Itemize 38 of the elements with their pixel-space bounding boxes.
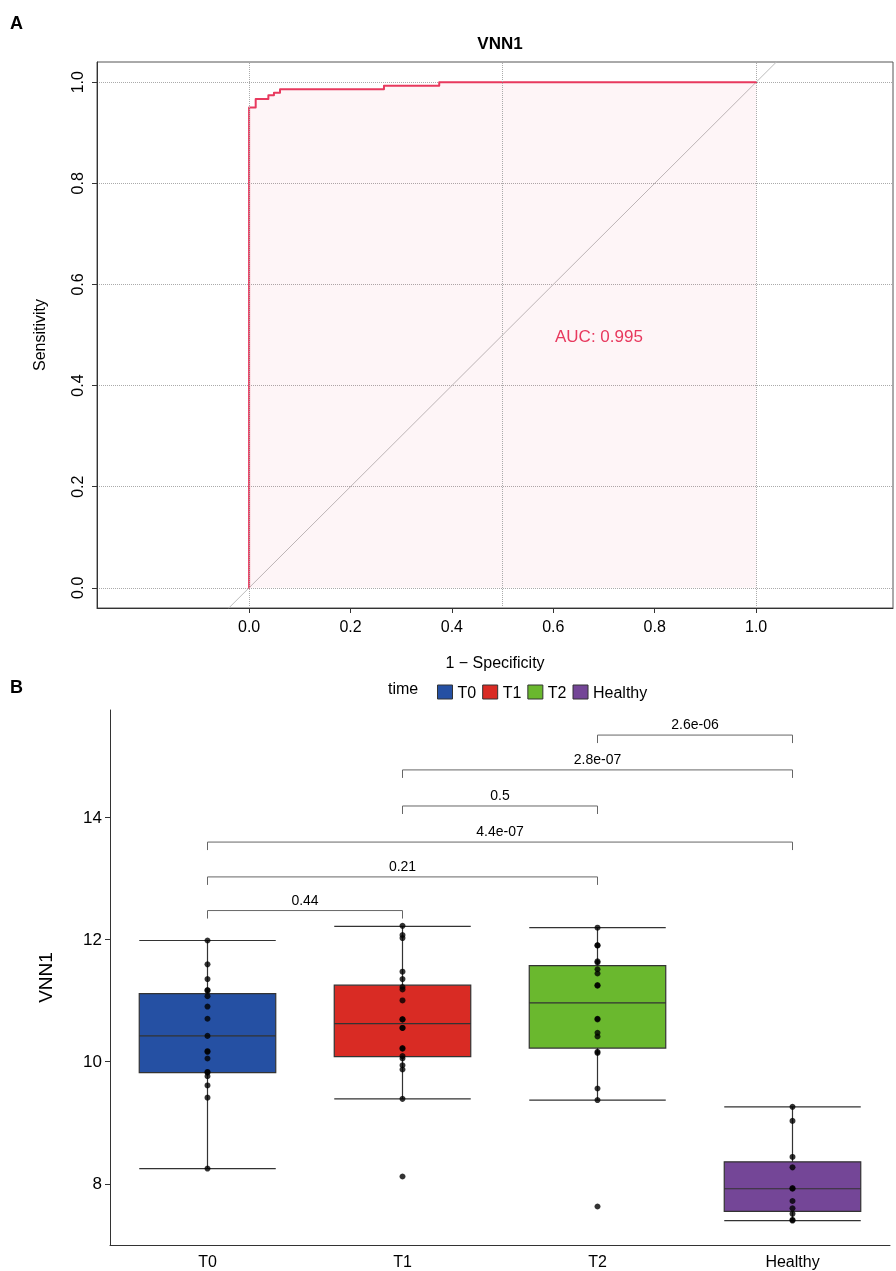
legend-label: T1: [502, 683, 522, 701]
y-tick-label: 8: [92, 1174, 102, 1194]
annotation: 2.6e-06: [671, 716, 719, 733]
annotation: 2.8e-07: [573, 750, 622, 767]
y-tick-label: 0.4: [68, 374, 86, 397]
annotation: 4.4e-07: [476, 823, 524, 840]
x-tick-label: 1.0: [744, 617, 768, 635]
x-tick-label: 0.2: [339, 617, 362, 635]
x-tick-label: T0: [198, 1252, 217, 1270]
chart-title: VNN1: [477, 34, 523, 53]
y-tick-label: 0.2: [68, 475, 86, 498]
y-tick-label: 0.6: [68, 273, 86, 296]
x-tick-label: 0.8: [643, 617, 666, 635]
x-tick-label: 0.6: [542, 617, 565, 635]
y-axis-title: Sensitivity: [30, 298, 48, 372]
y-tick-label: 0.8: [68, 172, 86, 195]
y-tick-label: 1.0: [68, 71, 86, 94]
x-tick-label: T2: [588, 1252, 607, 1270]
legend-label: T2: [547, 683, 567, 701]
y-axis-title: VNN1: [35, 952, 56, 1003]
legend-label: T0: [457, 683, 477, 701]
text: A: [10, 13, 23, 33]
x-tick-label: 0.0: [237, 617, 261, 635]
legend-title: time: [388, 679, 419, 697]
annotation: 0.5: [490, 786, 510, 803]
annotation: 0.21: [388, 857, 417, 874]
x-tick-label: 0.4: [440, 617, 464, 635]
annotation: AUC: 0.995: [555, 327, 643, 346]
x-tick-label: Healthy: [765, 1252, 820, 1270]
text: B: [10, 677, 23, 697]
x-axis-title: 1 − Specificity: [445, 653, 545, 671]
y-tick-label: 12: [83, 929, 102, 949]
x-tick-label: T1: [393, 1252, 412, 1270]
annotation: 0.44: [291, 891, 319, 908]
y-tick-label: 14: [83, 807, 102, 827]
y-tick-label: 10: [83, 1052, 102, 1072]
y-tick-label: 0.0: [68, 576, 86, 599]
legend-label: Healthy: [593, 683, 648, 701]
